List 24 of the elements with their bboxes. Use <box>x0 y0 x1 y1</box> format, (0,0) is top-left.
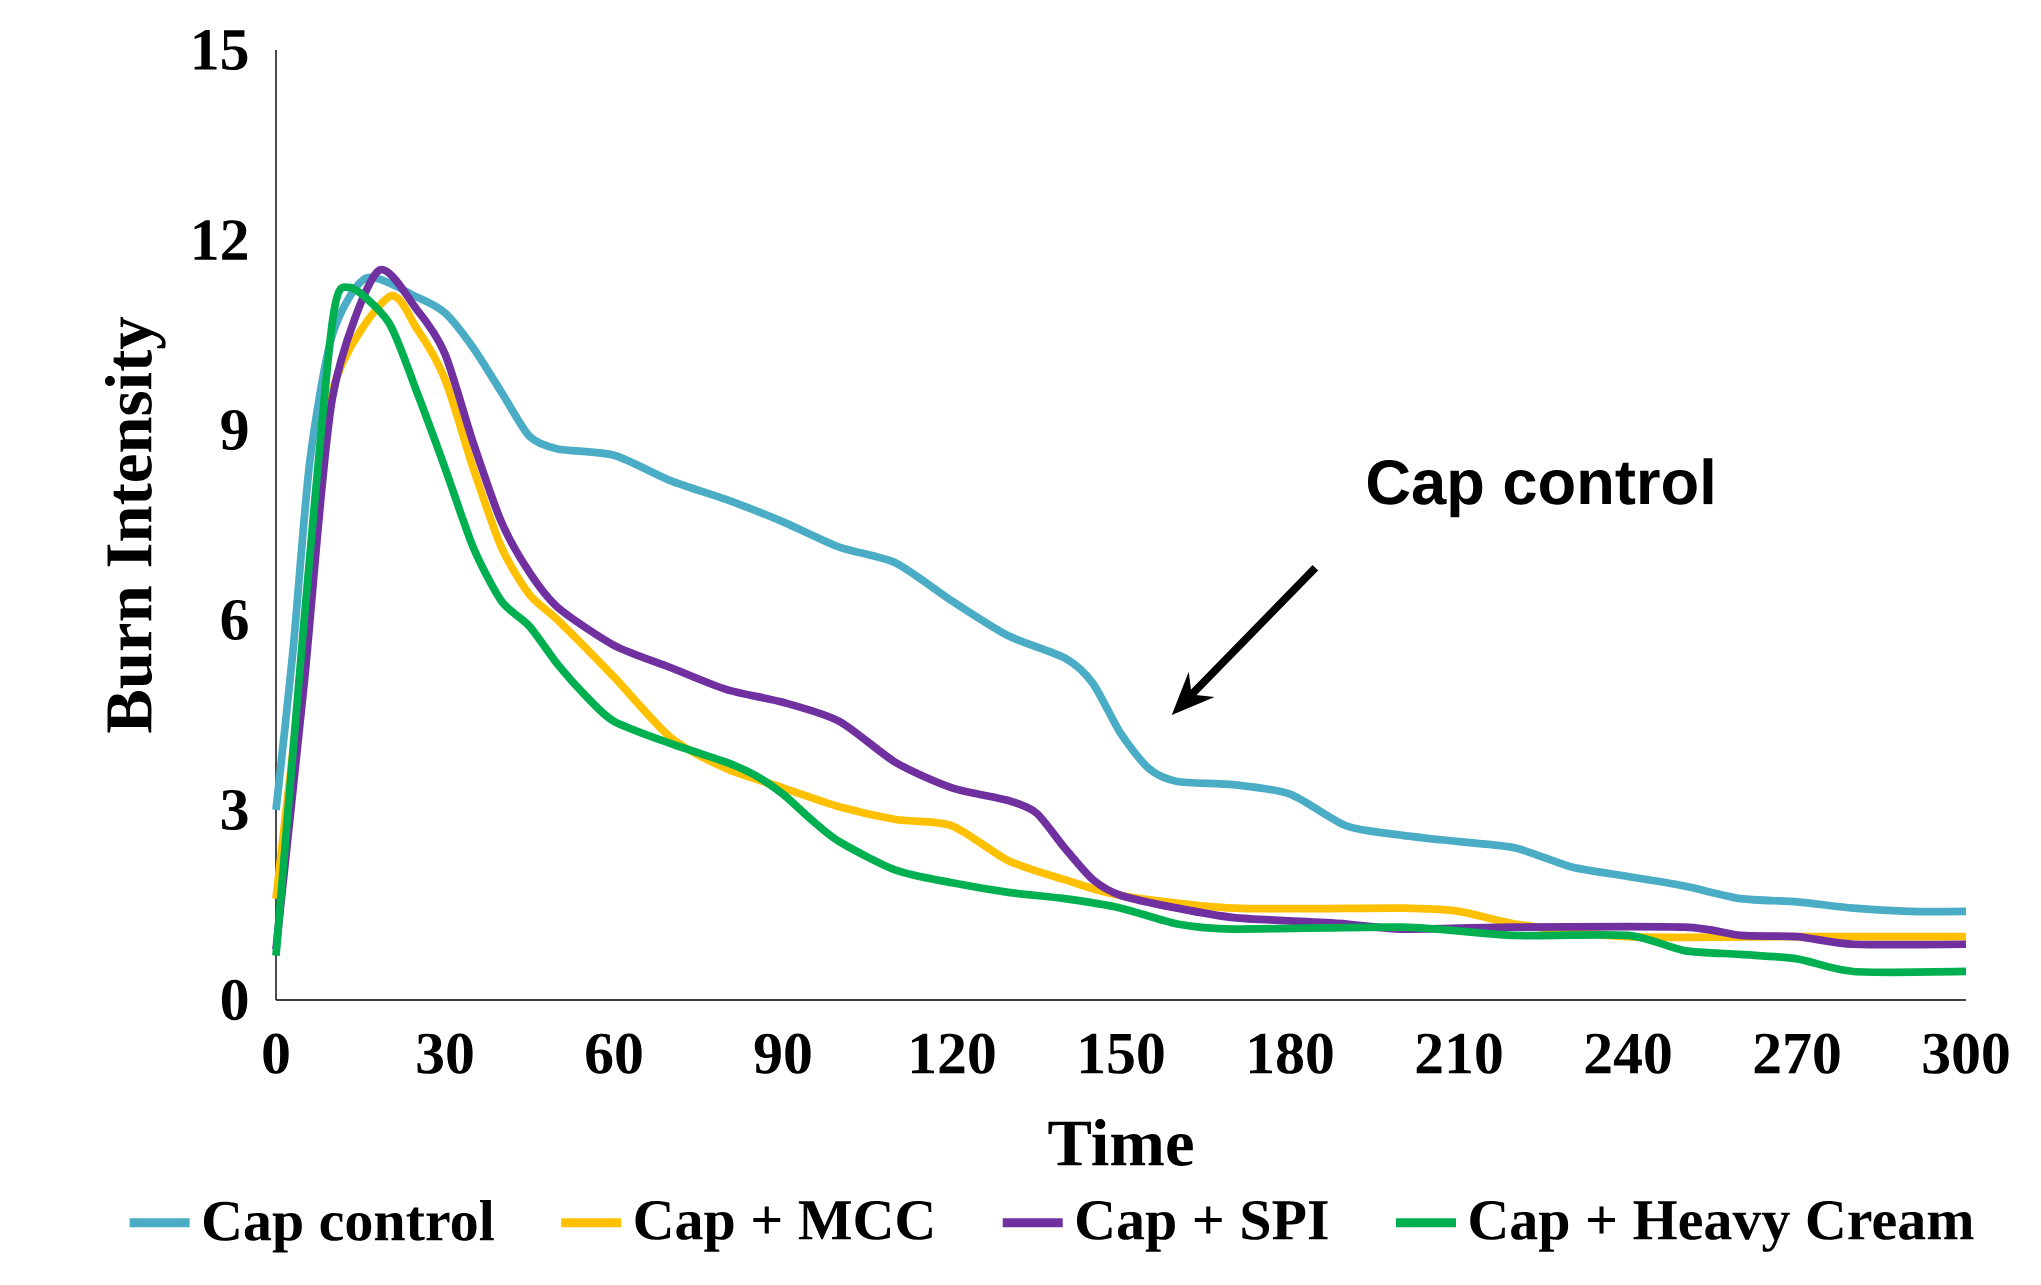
legend-label: Cap + MCC <box>635 1200 932 1252</box>
x-tick-label: 150 <box>1080 1033 1164 1074</box>
x-tick-label: 300 <box>1923 1033 2009 1074</box>
annotation: Cap control <box>1367 458 1713 518</box>
x-tick-label: 270 <box>1754 1033 1840 1074</box>
y-tick-label: 12 <box>194 220 247 260</box>
x-tick-label: 180 <box>1249 1033 1333 1074</box>
legend-label: Cap + SPI <box>1076 1200 1328 1252</box>
x-tick-label: 240 <box>1585 1033 1671 1074</box>
legend-label: Cap + Heavy Cream <box>1470 1200 1974 1252</box>
y-tick-label: 3 <box>221 789 248 831</box>
y-tick-label: 15 <box>194 29 248 71</box>
x-tick-label: 30 <box>417 1033 473 1074</box>
y-tick-label: 6 <box>221 599 248 641</box>
x-tick-label: 90 <box>754 1033 811 1074</box>
x-tick-label: 210 <box>1416 1033 1502 1074</box>
y-tick-label: 0 <box>221 979 248 1021</box>
y-tick-label: 9 <box>221 409 248 451</box>
x-tick-label: 0 <box>263 1033 289 1074</box>
legend-label: Cap control <box>203 1200 494 1253</box>
x-tick-label: 120 <box>911 1033 995 1074</box>
y-axis-title: Burn Intensity <box>104 316 166 733</box>
x-tick-label: 60 <box>586 1033 642 1074</box>
x-axis-title: Time <box>1048 1119 1193 1166</box>
